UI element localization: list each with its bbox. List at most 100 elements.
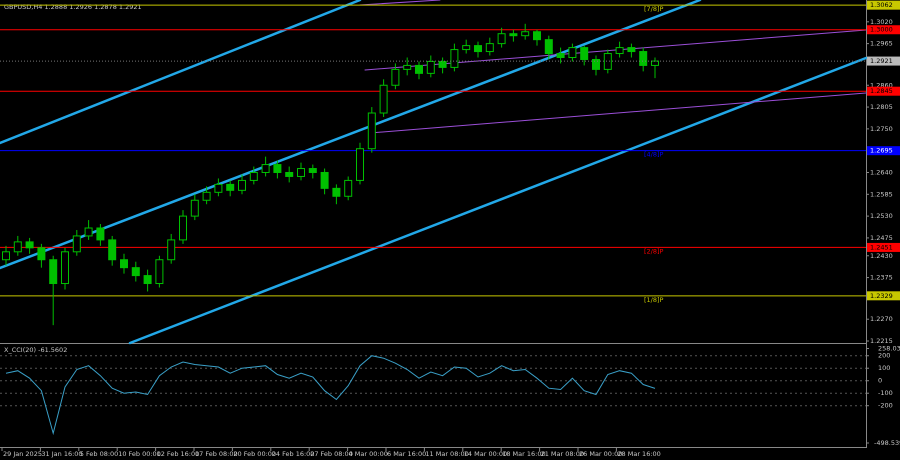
y-tick-label: 1.2805 [870,103,893,111]
candle-body [509,33,518,37]
y-tick-label: 1.2585 [870,190,893,198]
candle-body [190,199,199,217]
y-tick-label: 1.2475 [870,234,893,242]
level-label-box [867,291,900,301]
y-tick-label: 0 [878,377,882,385]
y-tick-label: 258.0311 [878,345,900,353]
candle-body [568,47,577,58]
candle-body [285,171,294,177]
candle-body [450,49,459,68]
candle-body [615,47,624,55]
level-label: 1.2451 [870,243,893,251]
candle-body [415,64,423,74]
y-tick-label: 1.2375 [870,274,893,282]
level-label: 1.2695 [870,147,893,155]
candle-body [84,227,93,237]
candle-body [249,171,258,181]
candle-body [214,183,223,193]
level-label: 1.3000 [870,26,893,34]
candle-body [544,39,553,55]
candle-body [226,183,235,191]
candle-body [202,191,211,201]
y-tick-label: 200 [878,352,890,360]
y-tick-label: 1.2965 [870,40,893,48]
candle-body [96,227,105,241]
y-tick-label: 1.3020 [870,18,893,26]
candle-body [592,58,600,70]
level-label: 1.2329 [870,292,893,300]
candle-body [273,164,282,173]
level-label: 1.2845 [870,87,893,95]
x-tick-label: 17 Feb 08:00 [195,450,238,458]
candle-body [438,60,447,68]
level-label-box [867,146,900,156]
candle-body [320,171,329,189]
x-tick-label: 27 Feb 08:00 [310,450,353,458]
candle-body [580,47,589,60]
level-label-box [867,25,900,35]
candle-body [651,60,659,66]
candle-body [143,275,152,285]
level-label-box [867,242,900,252]
trend-line [369,92,867,134]
chart-title: GBPUSD,H4 1.2888 1.2926 1.2878 1.2921 [4,3,142,11]
level-tag: [7/8]P [644,5,664,13]
x-tick-label: 29 Jan 2025 [3,450,42,458]
y-tick-label: 1.2860 [870,81,893,89]
y-tick-label: -498.5398 [874,439,900,447]
trend-line [364,29,867,71]
x-tick-label: 21 Mar 08:00 [541,450,584,458]
indicator-title: X_CCI(20) -61.5602 [4,346,67,354]
candle-body [131,267,140,277]
candle-body [462,45,471,51]
x-tick-label: 14 Mar 00:00 [464,450,507,458]
x-tick-label: 18 Mar 16:00 [502,450,545,458]
level-tag: [4/8]P [644,151,664,159]
candle-body [155,259,164,285]
channel-line [0,0,702,270]
candle-body [13,241,22,253]
x-tick-label: 31 Jan 16:00 [41,450,82,458]
candle-body [521,31,530,37]
candle-body [167,239,176,261]
y-tick-label: 1.2270 [870,315,893,323]
candle-body [72,235,81,253]
candle-body [179,215,187,241]
y-tick-label: 1.2215 [870,337,893,345]
candle-body [120,259,128,269]
trend-line [359,0,441,6]
x-tick-label: 4 Mar 00:00 [349,450,388,458]
x-tick-label: 20 Feb 00:00 [233,450,276,458]
candle-body [485,43,494,53]
candle-body [332,187,341,197]
candle-body [297,168,305,177]
x-tick-label: 26 Mar 00:00 [579,450,622,458]
level-label-box [867,0,900,10]
candle-body [49,259,58,285]
candle-body [261,164,270,173]
y-tick-label: -200 [878,402,893,410]
candle-body [603,53,612,70]
x-tick-label: 6 Mar 16:00 [387,450,426,458]
y-tick-label: -100 [878,389,893,397]
candle-body [2,251,10,261]
level-tag: [1/8]P [644,296,664,304]
candle-body [367,112,376,150]
candle-body [356,148,364,181]
level-tag: [2/8]P [644,247,664,255]
level-label-box [867,86,900,96]
y-tick-label: 1.2430 [870,252,893,260]
y-tick-label: 1.2530 [870,212,893,220]
x-tick-label: 10 Feb 00:00 [118,450,161,458]
candle-body [474,45,482,53]
x-tick-label: 11 Mar 08:00 [425,450,468,458]
cci-line [5,355,656,436]
current-price-box [867,56,900,66]
level-label: 1.3062 [870,1,893,9]
candle-body [497,33,506,45]
current-price-label: 1.2921 [870,57,893,65]
y-tick-label: 1.2750 [870,125,893,133]
candle-body [627,47,636,53]
